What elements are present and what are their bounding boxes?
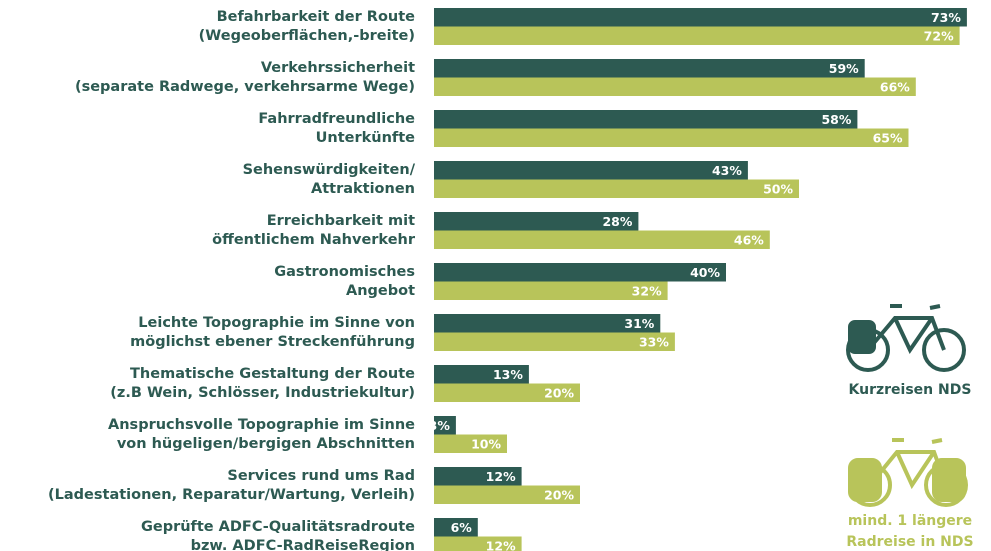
value-label: 65% xyxy=(873,130,903,145)
bar xyxy=(434,128,909,147)
value-label: 59% xyxy=(829,61,859,76)
category-label: Fahrradfreundliche Unterkünfte xyxy=(258,111,415,146)
value-label: 13% xyxy=(493,367,523,382)
value-label: 50% xyxy=(763,181,793,196)
value-label: 31% xyxy=(624,316,654,331)
category-label: Leichte Topographie im Sinne von möglichs… xyxy=(130,315,415,350)
value-label: 72% xyxy=(924,28,954,43)
bar xyxy=(434,230,770,249)
value-label: 28% xyxy=(602,214,632,229)
value-label: 73% xyxy=(931,10,961,25)
bar xyxy=(434,212,639,231)
bar xyxy=(434,77,916,96)
value-label: 20% xyxy=(544,385,574,400)
category-label: Verkehrssicherheit (separate Radwege, ver… xyxy=(75,60,415,95)
value-label: 43% xyxy=(712,163,742,178)
legend-icon-bike-2 xyxy=(848,438,968,507)
bar xyxy=(434,263,726,282)
value-label: 46% xyxy=(734,232,764,247)
value-label: 10% xyxy=(471,436,501,451)
bar xyxy=(434,536,522,551)
value-label: 20% xyxy=(544,487,574,502)
category-label: Geprüfte ADFC-Qualitätsradroute bzw. ADFC… xyxy=(141,519,415,551)
value-label: 32% xyxy=(632,283,662,298)
bar xyxy=(434,416,456,435)
bar xyxy=(434,383,580,402)
legend-label: Kurzreisen NDS xyxy=(849,382,972,398)
value-label: 58% xyxy=(821,112,851,127)
bar xyxy=(434,485,580,504)
bar xyxy=(434,365,529,384)
category-label: Thematische Gestaltung der Route (z.B Wei… xyxy=(110,366,415,401)
category-label: Erreichbarkeit mit öffentlichem Nahverkeh… xyxy=(212,213,416,248)
bar xyxy=(434,161,748,180)
bar xyxy=(434,434,507,453)
bar xyxy=(434,518,478,537)
bar xyxy=(434,110,858,129)
value-label: 3% xyxy=(429,418,451,433)
bar xyxy=(434,467,522,486)
value-label: 12% xyxy=(486,538,516,551)
category-label: Befahrbarkeit der Route (Wegeoberflächen,… xyxy=(199,9,416,44)
bar xyxy=(434,8,967,27)
bar xyxy=(434,179,799,198)
legend-label: mind. 1 längere Radreise in NDS xyxy=(846,513,973,550)
category-label: Gastronomisches Angebot xyxy=(274,264,415,299)
bar xyxy=(434,281,668,300)
bar xyxy=(434,26,960,45)
value-label: 6% xyxy=(451,520,473,535)
legend-icon-bike-1 xyxy=(846,304,966,372)
value-label: 40% xyxy=(690,265,720,280)
value-label: 66% xyxy=(880,79,910,94)
category-label: Sehenswürdigkeiten/Attraktionen xyxy=(243,162,416,197)
bar xyxy=(434,59,865,78)
bar xyxy=(434,314,661,333)
category-label: Anspruchsvolle Topographie im Sinne von h… xyxy=(108,417,415,452)
bar xyxy=(434,332,675,351)
value-label: 33% xyxy=(639,334,669,349)
category-label: Services rund ums Rad (Ladestationen, Rep… xyxy=(48,468,415,503)
value-label: 12% xyxy=(486,469,516,484)
